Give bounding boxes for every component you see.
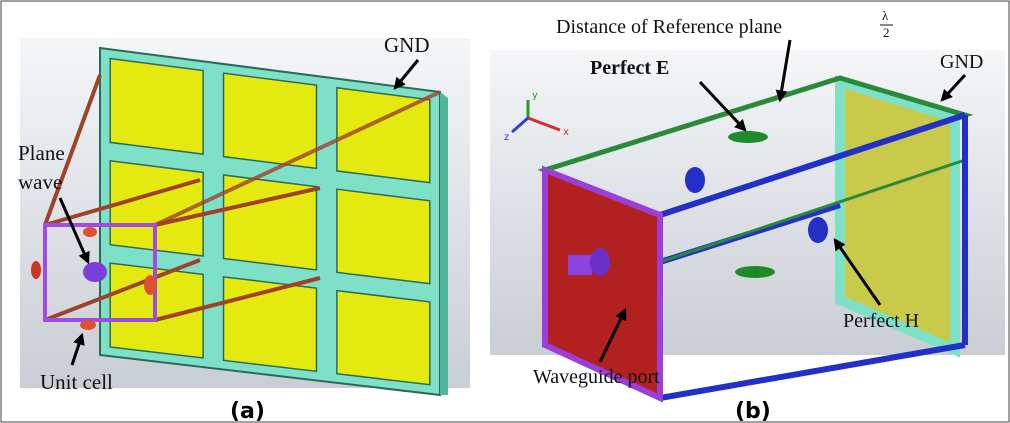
panel-a: GND Plane wave Unit cell (a) xyxy=(18,33,470,423)
label: Plane xyxy=(18,141,65,165)
caption: (a) xyxy=(230,399,265,423)
axis-label: y xyxy=(532,90,538,101)
patch xyxy=(337,291,430,385)
label: wave xyxy=(18,170,62,194)
label: Distance of Reference plane xyxy=(556,16,782,38)
label: GND xyxy=(384,33,430,57)
label: Perfect H xyxy=(843,310,919,332)
caption: (b) xyxy=(735,399,771,423)
figure: GND Plane wave Unit cell (a) y z x xyxy=(0,0,1010,423)
label: λ xyxy=(882,8,889,23)
axis-label: z xyxy=(504,132,509,143)
label: Perfect E xyxy=(590,57,669,79)
label: 2 xyxy=(883,25,890,40)
patch xyxy=(224,175,317,270)
label: GND xyxy=(940,51,983,73)
ground-side xyxy=(440,92,448,395)
label: Unit cell xyxy=(40,370,113,394)
label: Waveguide port xyxy=(533,366,660,388)
patch xyxy=(110,59,203,155)
patch xyxy=(337,189,430,283)
axis-label: x xyxy=(563,127,569,138)
